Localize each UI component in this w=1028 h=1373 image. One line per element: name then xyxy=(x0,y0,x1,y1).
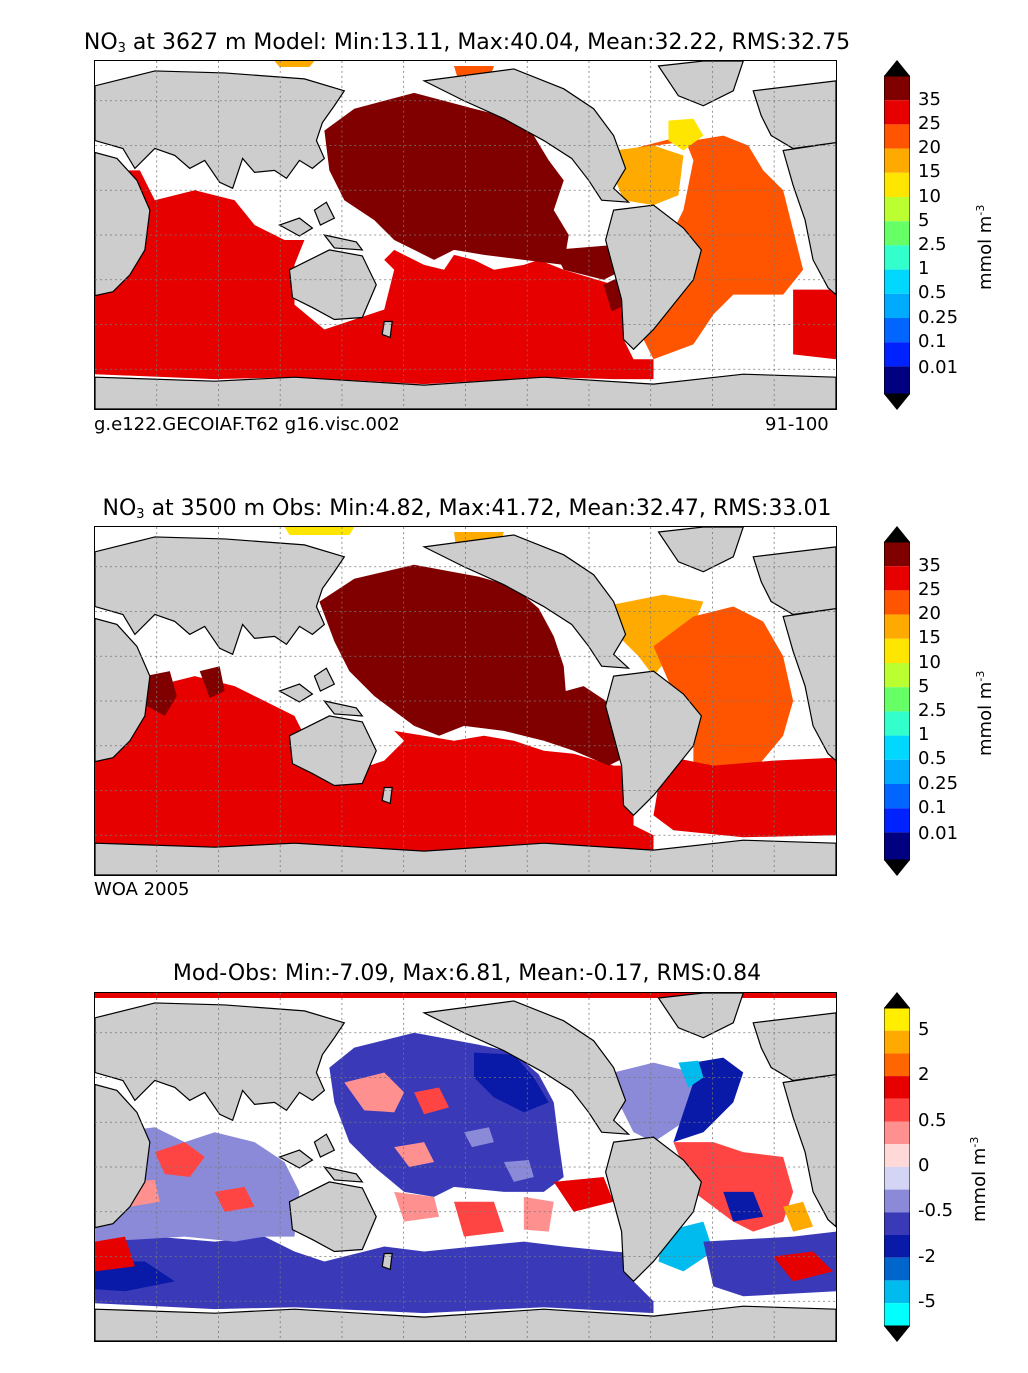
panel2-title: NO3 at 3500 m Obs: Min:4.82, Max:41.72, … xyxy=(0,496,934,528)
panel1-tick: 2.5 xyxy=(918,234,947,255)
panel3-tick: 0.5 xyxy=(918,1110,947,1131)
panel2-tick: 0.5 xyxy=(918,748,947,769)
panel2-tick: 5 xyxy=(918,676,930,697)
panel2-tick: 35 xyxy=(918,555,941,576)
panel1-tick: 5 xyxy=(918,210,930,231)
panel1-title-sub: 3 xyxy=(117,41,126,56)
panel2-map-svg xyxy=(95,527,836,875)
panel2-tick: 1 xyxy=(918,724,930,745)
panel3-colorbar-unit: mmol m-3 xyxy=(968,1137,990,1222)
panel2-tick: 2.5 xyxy=(918,700,947,721)
panel3-unit-base: mmol m xyxy=(969,1147,990,1222)
panel3-map xyxy=(94,992,837,1342)
panel2-title-post: at 3500 m Obs: Min:4.82, Max:41.72, Mean… xyxy=(144,496,832,521)
panel2-unit-sup: -3 xyxy=(974,670,987,682)
panel1-tick: 20 xyxy=(918,137,941,158)
panel1-tick: 35 xyxy=(918,89,941,110)
panel3-tick: -0.5 xyxy=(918,1200,954,1221)
panel2-title-sub: 3 xyxy=(136,507,145,522)
panel1-tick: 25 xyxy=(918,113,941,134)
panel1-title-pre: NO xyxy=(83,30,118,55)
panel1-colorbar-svg xyxy=(884,60,910,410)
panel1-map xyxy=(94,60,837,410)
panel3-tick: 2 xyxy=(918,1064,930,1085)
panel3-colorbar xyxy=(884,992,910,1342)
panel3-colorbar-svg xyxy=(884,992,910,1342)
panel1-tick: 1 xyxy=(918,258,930,279)
panel1-map-svg xyxy=(95,61,836,409)
panel3-tick: 0 xyxy=(918,1155,930,1176)
panel2-tick: 10 xyxy=(918,652,941,673)
panel2-map xyxy=(94,526,837,876)
panel2-caption-left: WOA 2005 xyxy=(94,879,190,900)
panel1-colorbar-unit: mmol m-3 xyxy=(974,205,996,290)
panel3-tick: 5 xyxy=(918,1019,930,1040)
panel2-colorbar-unit: mmol m-3 xyxy=(974,671,996,756)
panel2-unit-base: mmol m xyxy=(975,681,996,756)
panel1-tick: 0.01 xyxy=(918,357,959,378)
panel1-caption-right: 91-100 xyxy=(765,414,829,435)
panel2-tick: 15 xyxy=(918,627,941,648)
panel2-tick: 0.25 xyxy=(918,773,959,794)
panel2-tick: 0.1 xyxy=(918,797,947,818)
panel1-colorbar xyxy=(884,60,910,410)
panel3-unit-sup: -3 xyxy=(968,1136,981,1148)
panel2-tick: 25 xyxy=(918,579,941,600)
panel1-title-post: at 3627 m Model: Min:13.11, Max:40.04, M… xyxy=(125,30,851,55)
panel1-unit-sup: -3 xyxy=(974,204,987,216)
panel1-caption-left: g.e122.GECOIAF.T62 g16.visc.002 xyxy=(94,414,400,435)
panel1-unit-base: mmol m xyxy=(975,215,996,290)
panel3-title-pre: Mod-Obs: Min:-7.09, Max:6.81, Mean:-0.17… xyxy=(172,961,762,986)
panel3-tick: -5 xyxy=(918,1291,936,1312)
panel3-map-svg xyxy=(95,993,836,1341)
panel1-tick: 10 xyxy=(918,186,941,207)
panel2-colorbar xyxy=(884,526,910,876)
panel3-title: Mod-Obs: Min:-7.09, Max:6.81, Mean:-0.17… xyxy=(0,961,934,987)
panel2-colorbar-svg xyxy=(884,526,910,876)
panel2-title-pre: NO xyxy=(102,496,137,521)
panel1-title: NO3 at 3627 m Model: Min:13.11, Max:40.0… xyxy=(0,30,934,62)
panel1-tick: 0.1 xyxy=(918,331,947,352)
panel1-tick: 0.25 xyxy=(918,307,959,328)
panel2-tick: 0.01 xyxy=(918,823,959,844)
panel2-tick: 20 xyxy=(918,603,941,624)
panel1-tick: 15 xyxy=(918,161,941,182)
panel3-tick: -2 xyxy=(918,1246,936,1267)
panel1-tick: 0.5 xyxy=(918,282,947,303)
